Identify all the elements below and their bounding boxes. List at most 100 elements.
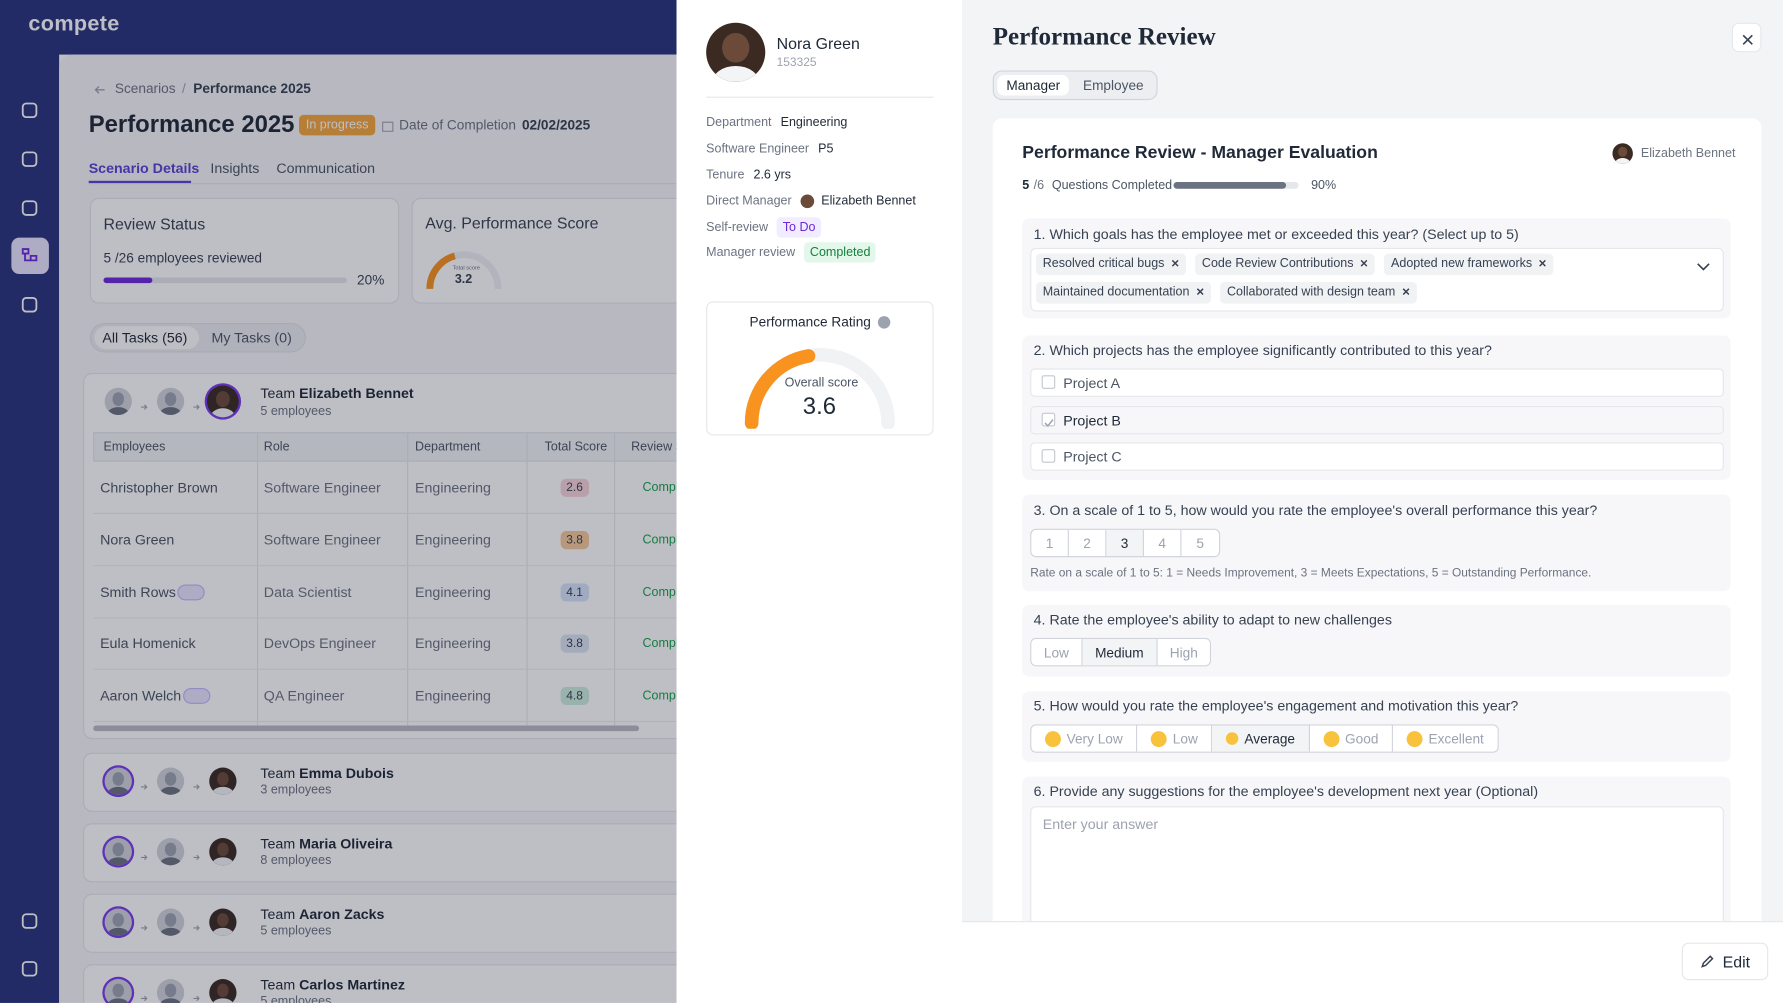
avatar xyxy=(104,838,132,866)
segment[interactable]: High xyxy=(1157,639,1210,665)
task-tab[interactable]: All Tasks (56) xyxy=(102,329,188,346)
avatar-body xyxy=(107,928,130,936)
segment[interactable]: Low xyxy=(1138,725,1213,752)
field-value: To Do xyxy=(777,217,822,238)
avatar-body xyxy=(211,928,234,936)
option-row[interactable] xyxy=(1030,368,1724,397)
tab[interactable]: Insights xyxy=(210,160,260,177)
icon-part xyxy=(21,200,38,216)
checkbox[interactable] xyxy=(1041,412,1056,427)
icon-part xyxy=(141,404,148,410)
table-row-border xyxy=(93,669,708,671)
tag-label: Code Review Contributions xyxy=(1201,256,1354,271)
segment-label: High xyxy=(1169,644,1198,661)
icon-part xyxy=(1360,259,1368,267)
table-row-border xyxy=(93,616,708,619)
edit-button[interactable]: Edit xyxy=(1681,942,1769,981)
employee-flag xyxy=(177,584,205,600)
segment[interactable]: Very Low xyxy=(1031,725,1138,752)
segment[interactable]: 5 xyxy=(1181,530,1219,556)
modal-overlay xyxy=(0,0,677,1003)
team-leader: Emma Dubois xyxy=(299,765,394,782)
tag-remove[interactable] xyxy=(1539,256,1547,273)
option-label: Project A xyxy=(1063,374,1121,391)
segment-label: Good xyxy=(1345,730,1379,747)
progress-label: Questions Completed xyxy=(1051,178,1173,193)
column-header: Employees xyxy=(103,440,166,454)
icon-part xyxy=(744,349,816,430)
checkbox[interactable] xyxy=(1041,449,1056,463)
logo: compete xyxy=(28,12,120,37)
checkbox[interactable] xyxy=(1041,375,1056,389)
option-label: Project C xyxy=(1063,448,1122,465)
breadcrumb-link[interactable]: Scenarios xyxy=(114,80,176,97)
breadcrumb-current: Performance 2025 xyxy=(193,80,311,97)
segment[interactable]: Average xyxy=(1212,725,1310,752)
icon-part xyxy=(1539,259,1547,267)
icon-part xyxy=(382,121,394,132)
tab[interactable]: Scenario Details xyxy=(88,160,200,177)
tag-remove[interactable] xyxy=(1171,256,1179,273)
icon-part xyxy=(744,347,895,430)
segment[interactable]: Excellent xyxy=(1393,725,1497,751)
tab[interactable]: Communication xyxy=(276,160,376,177)
segment[interactable]: 2 xyxy=(1069,529,1107,557)
avatar-face xyxy=(216,842,230,857)
avatar xyxy=(104,979,132,1003)
task-tab[interactable]: My Tasks (0) xyxy=(211,329,292,346)
avatar xyxy=(209,979,237,1003)
answer-placeholder: Enter your answer xyxy=(1042,816,1159,833)
icon-part xyxy=(193,995,200,1002)
avatar-face xyxy=(1618,146,1628,158)
gauge-value: 3.2 xyxy=(454,272,473,287)
tag-remove[interactable] xyxy=(1360,256,1368,273)
close-button[interactable] xyxy=(1731,22,1762,53)
review-status: Compl xyxy=(642,481,679,495)
segment[interactable]: 1 xyxy=(1031,529,1069,557)
icon-part xyxy=(1044,419,1054,427)
reviewed-total: /26 employees reviewed xyxy=(114,250,262,267)
field-value: Engineering xyxy=(780,115,848,130)
segment[interactable]: 4 xyxy=(1144,529,1182,557)
segment[interactable]: Low xyxy=(1031,639,1083,666)
tag-label: Collaborated with design team xyxy=(1226,285,1396,300)
employee-role: Software Engineer xyxy=(263,479,381,496)
segment-label: Low xyxy=(1043,644,1069,661)
score-badge: 2.6 xyxy=(560,478,589,497)
avatar-body xyxy=(159,928,182,936)
avatar xyxy=(104,387,132,416)
field-label: Manager review xyxy=(706,245,796,260)
segment[interactable]: Medium xyxy=(1082,639,1158,666)
view-tab[interactable]: Employee xyxy=(1082,77,1144,94)
avatar-face xyxy=(216,983,230,998)
tag-remove[interactable] xyxy=(1196,284,1204,301)
avatar-body xyxy=(107,857,130,866)
segment[interactable]: 3 xyxy=(1106,529,1144,557)
column-divider xyxy=(407,432,409,726)
emoji-icon xyxy=(1226,732,1239,745)
avatar-face xyxy=(112,842,125,857)
icon-part xyxy=(21,913,38,929)
icon-part xyxy=(94,85,105,94)
review-status: Compl xyxy=(642,533,679,547)
progress-fill xyxy=(103,277,153,284)
icon-part xyxy=(1697,263,1710,271)
avatar-body xyxy=(211,787,234,795)
tag-label: Resolved critical bugs xyxy=(1042,256,1165,271)
field-label: Direct Manager xyxy=(706,194,792,209)
icon-part xyxy=(21,248,38,262)
page-title: Performance 2025 xyxy=(88,111,295,138)
icon-part xyxy=(21,151,38,167)
field-label: Self-review xyxy=(706,220,769,235)
profile-field: Direct Manager Elizabeth Bennet xyxy=(706,191,916,211)
employee-role: Data Scientist xyxy=(263,584,352,600)
segment[interactable]: Good xyxy=(1310,725,1394,752)
completed-total: /6 xyxy=(1033,178,1045,193)
option-row[interactable] xyxy=(1030,442,1724,471)
tag-remove[interactable] xyxy=(1402,284,1410,301)
avatar-body xyxy=(1614,158,1631,164)
option-row[interactable] xyxy=(1030,405,1724,435)
emoji-icon xyxy=(1406,730,1423,747)
view-tab[interactable]: Manager xyxy=(997,75,1070,96)
segmented-control: Very Low Low Average Good Excellent xyxy=(1030,724,1499,753)
